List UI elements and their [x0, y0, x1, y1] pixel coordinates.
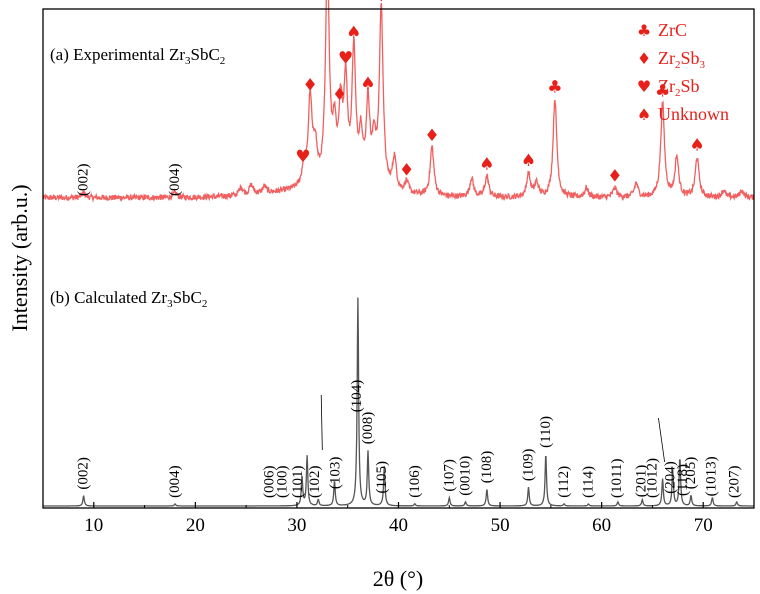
peak-label: (118) [675, 464, 691, 496]
peak-label: (008) [360, 412, 376, 445]
phase-marker-heart: ♥ [338, 48, 353, 68]
peak-label: (103) [328, 457, 344, 490]
x-tick-label: 40 [389, 515, 408, 536]
legend-symbol-club: ♣ [637, 21, 651, 40]
peak-label: (114) [580, 466, 596, 498]
phase-marker-diamond: ♦ [424, 126, 439, 146]
peak-label: (101) [290, 466, 306, 499]
peak-label: (207) [727, 466, 743, 499]
peak-label: (100) [275, 466, 291, 499]
exp-peak-label: (002) [76, 164, 92, 197]
phase-marker-club: ♣ [655, 81, 670, 101]
phase-marker-club: ♣ [547, 77, 562, 97]
peak-label: (112) [556, 466, 572, 498]
peak-label: (1011) [609, 459, 625, 498]
x-tick-label: 10 [84, 515, 103, 536]
legend-label: Zr2Sb3 [658, 48, 706, 71]
peak-label: (108) [479, 451, 495, 484]
phase-marker-diamond: ♦ [399, 161, 414, 181]
leader-line [658, 417, 666, 463]
peak-label: (1012) [644, 458, 660, 498]
phase-marker-diamond: ♦ [332, 85, 347, 105]
peak-label: (0010) [458, 456, 474, 496]
legend-symbol-diamond: ♦ [637, 49, 651, 68]
phase-marker-club: ♣ [374, 0, 389, 6]
y-axis-label: Intensity (arb.u.) [7, 184, 32, 331]
peak-label: (106) [407, 465, 423, 498]
series-label-calculated: (b) Calculated Zr3SbC2 [50, 288, 207, 310]
phase-marker-spade: ♠ [689, 136, 704, 156]
legend: ♣ ZrC ♦ Zr2Sb3 ♥ Zr2Sb ♠ Unknown [637, 20, 729, 124]
peak-label: (109) [521, 449, 537, 482]
peak-label: (006) [262, 466, 278, 499]
phase-marker-diamond: ♦ [607, 167, 622, 187]
peak-label: (102) [307, 466, 323, 499]
legend-symbol-heart: ♥ [637, 77, 651, 96]
peak-label: (1013) [703, 456, 719, 496]
peak-label: (204) [663, 461, 679, 494]
x-tick-label: 20 [186, 515, 205, 536]
series-label-experimental: (a) Experimental Zr3SbC2 [50, 45, 225, 67]
x-axis-label: 2θ (°) [373, 566, 424, 591]
legend-label: Unknown [658, 104, 729, 124]
plot-area: (a) Experimental Zr3SbC2 (b) Calculated Z… [42, 0, 755, 507]
peak-label: (107) [441, 459, 457, 492]
x-axis: 10 20 30 40 50 60 70 [84, 502, 713, 536]
peak-label: (201) [633, 465, 649, 498]
x-tick-label: 70 [694, 515, 713, 536]
peak-label: (105) [374, 461, 390, 494]
x-tick-label: 30 [287, 515, 306, 536]
exp-peak-label: (004) [167, 164, 183, 197]
phase-marker-spade: ♠ [360, 74, 375, 94]
legend-label: ZrC [658, 20, 687, 40]
phase-marker-heart: ♥ [295, 147, 310, 167]
x-tick-label: 60 [592, 515, 611, 536]
peak-label: (205) [683, 457, 699, 490]
leader-line [320, 394, 323, 451]
legend-symbol-spade: ♠ [637, 105, 651, 124]
peak-label: (002) [76, 457, 92, 490]
peak-label: (110) [538, 416, 554, 448]
phase-marker-spade: ♠ [346, 23, 361, 43]
peak-label: (004) [167, 465, 183, 498]
legend-label: Zr2Sb [658, 76, 700, 99]
peak-label: (104) [349, 380, 365, 413]
series-line-experimental [42, 0, 755, 203]
phase-marker-diamond: ♦ [303, 75, 318, 95]
phase-marker-spade: ♠ [479, 155, 494, 175]
phase-marker-spade: ♠ [521, 151, 536, 171]
x-tick-label: 50 [491, 515, 510, 536]
